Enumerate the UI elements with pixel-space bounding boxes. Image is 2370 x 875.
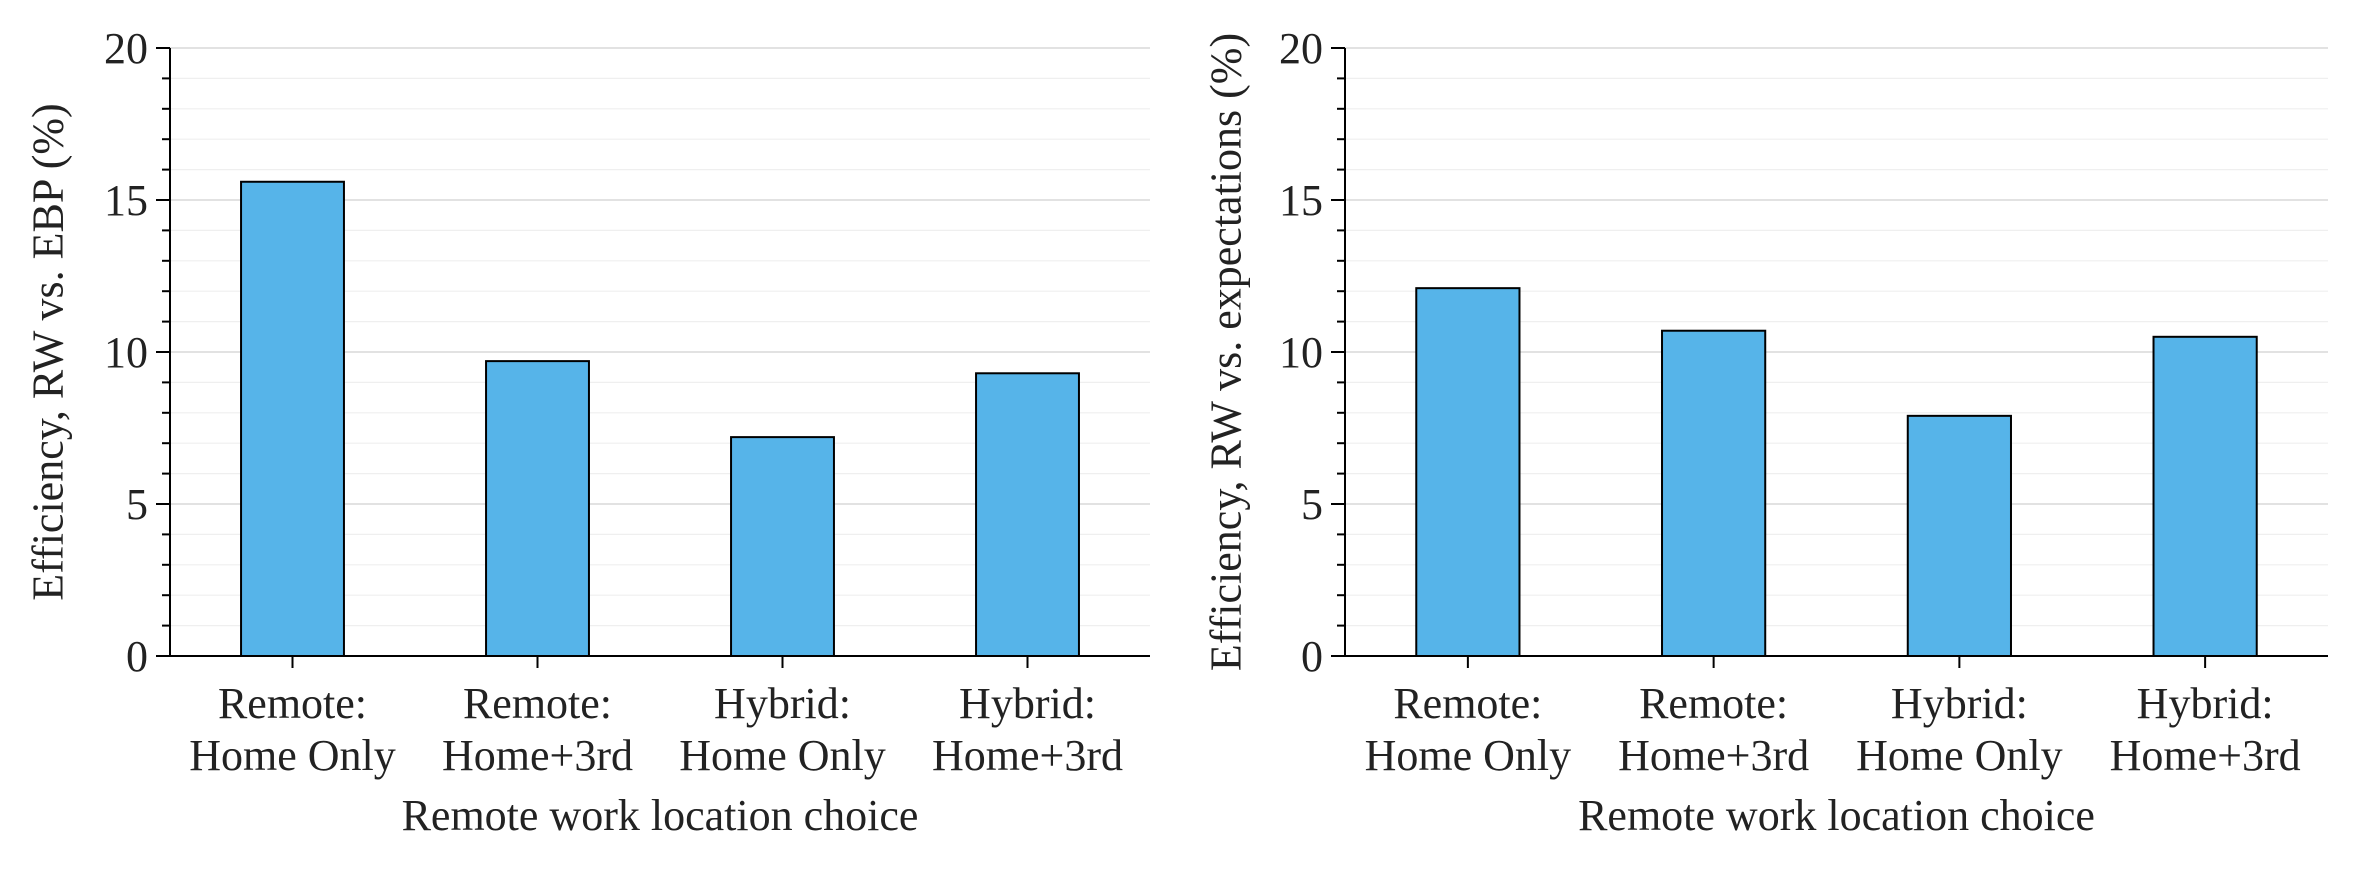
x-tick-label: Hybrid: Home+3rd: [932, 679, 1123, 780]
x-tick-label: Hybrid: Home Only: [679, 679, 886, 780]
y-tick-label: 15: [1279, 176, 1323, 225]
bar: [1661, 329, 1767, 657]
x-tick-label-line: Home Only: [679, 731, 886, 780]
x-tick-label-line: Hybrid:: [1891, 679, 2028, 728]
y-tick-label: 20: [1279, 24, 1323, 73]
x-tick-label-line: Home Only: [1365, 731, 1572, 780]
x-tick-label: Hybrid: Home+3rd: [2110, 679, 2301, 780]
y-tick-label: 5: [1301, 480, 1323, 529]
x-tick-label-line: Hybrid:: [714, 679, 851, 728]
y-tick-label: 20: [104, 24, 148, 73]
bar: [730, 436, 835, 657]
x-axis-label: Remote work location choice: [402, 791, 919, 840]
x-tick-label-line: Hybrid:: [959, 679, 1096, 728]
bar: [1415, 287, 1521, 657]
x-axis-label: Remote work location choice: [1578, 791, 2095, 840]
x-tick-label-line: Home+3rd: [2110, 731, 2301, 780]
x-tick-label-line: Home+3rd: [932, 731, 1123, 780]
x-tick-label: Remote: Home+3rd: [1618, 679, 1809, 780]
y-axis-label: Efficiency, RW vs. EBP (%): [24, 103, 73, 600]
x-tick-label: Hybrid: Home Only: [1856, 679, 2063, 780]
x-tick-label-line: Remote:: [1639, 679, 1788, 728]
x-tick-label-line: Remote:: [463, 679, 612, 728]
x-tick-label: Remote: Home Only: [1365, 679, 1572, 780]
x-tick-label-line: Home+3rd: [1618, 731, 1809, 780]
y-tick-label: 10: [1279, 328, 1323, 377]
x-tick-label-line: Home+3rd: [442, 731, 633, 780]
x-tick-label-line: Hybrid:: [2137, 679, 2274, 728]
y-tick-label: 5: [126, 480, 148, 529]
y-tick-label: 10: [104, 328, 148, 377]
y-tick-label: 15: [104, 176, 148, 225]
x-tick-label: Remote: Home Only: [189, 679, 396, 780]
x-tick-label-line: Home Only: [1856, 731, 2063, 780]
y-tick-label: 0: [1301, 632, 1323, 681]
y-axis-label: Efficiency, RW vs. expectations (%): [1202, 33, 1251, 671]
x-tick-label-line: Remote:: [1393, 679, 1542, 728]
bar: [1906, 414, 2012, 657]
x-tick-label-line: Remote:: [218, 679, 367, 728]
bar: [485, 360, 590, 657]
bar: [240, 180, 345, 657]
x-tick-label-line: Home Only: [189, 731, 396, 780]
bar: [975, 372, 1080, 657]
x-tick-label: Remote: Home+3rd: [442, 679, 633, 780]
bar: [2152, 335, 2258, 657]
y-tick-label: 0: [126, 632, 148, 681]
